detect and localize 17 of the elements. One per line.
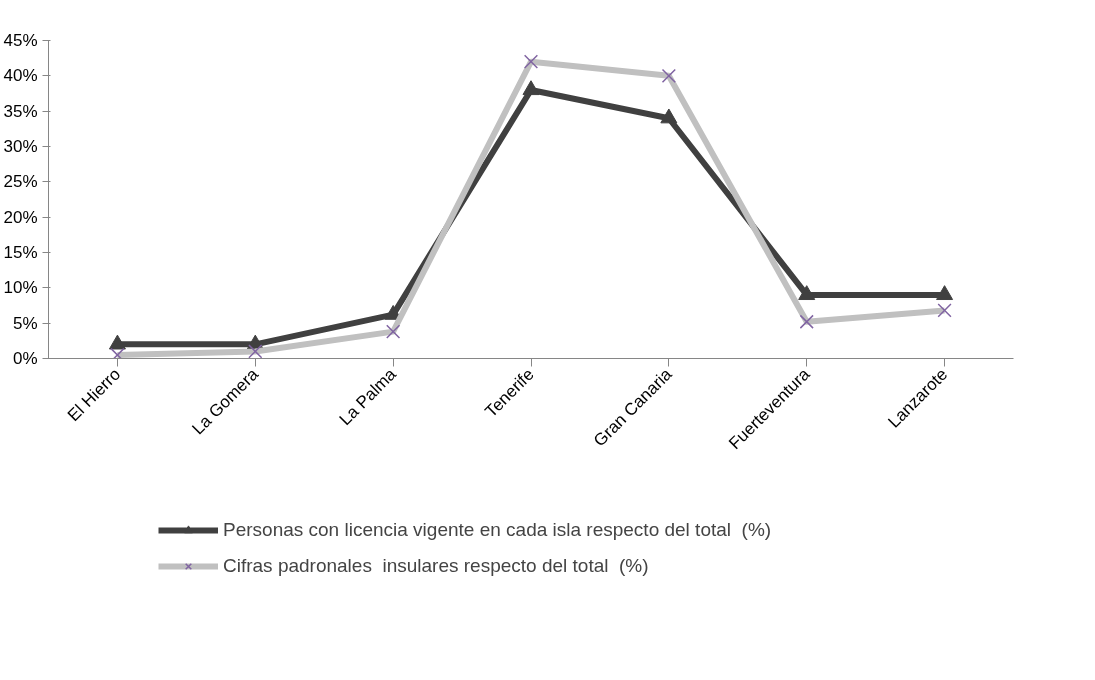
point — [798, 285, 816, 301]
point — [936, 285, 954, 301]
y-tick-label: 10% — [3, 278, 38, 298]
point — [108, 334, 126, 350]
y-tick-label: 15% — [3, 243, 38, 262]
point — [660, 108, 678, 124]
legend-label: Cifras padronales insulares respecto del total (%) — [223, 555, 649, 577]
y-tick-label: 0% — [12, 349, 38, 368]
y-tick-label: 40% — [3, 66, 38, 86]
legend-label: Personas con licencia vigente en cada isla respecto del total (%) — [223, 519, 772, 541]
point — [522, 80, 540, 96]
y-tick-label: 45% — [3, 31, 38, 50]
y-tick-label: 25% — [3, 172, 38, 192]
y-tick-label: 35% — [3, 101, 38, 121]
y-tick-label: 5% — [12, 313, 38, 333]
y-tick-label: 20% — [3, 207, 38, 227]
y-tick-label: 30% — [3, 137, 38, 156]
